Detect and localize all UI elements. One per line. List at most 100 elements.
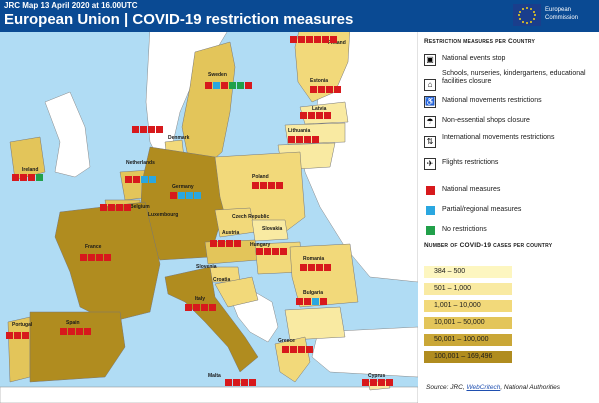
measures-finland [290,36,337,44]
logo-text-commission: Commission [545,15,579,21]
europe-map: Finland Sweden Estonia Latvia Lithuania … [0,32,418,403]
label-ireland: Ireland [22,167,39,173]
measures-estonia [310,86,342,94]
legend-row-shops: ☂ Non-essential shops closure [424,114,594,132]
legend-row-flights: ✈ Flights restrictions [424,156,594,174]
label-austria: Austria [222,230,240,236]
walking-person-icon: ♿ [424,96,436,108]
label-spain: Spain [66,320,80,326]
label-italy: Italy [195,296,206,302]
label-greece: Greece [278,338,295,344]
band-6: 100,001 – 169,496 [424,351,512,363]
measures-denmark [132,126,172,134]
eu-flag-icon [513,4,541,26]
measures-spain [60,328,92,336]
national-events-icon: ▣ [424,54,436,66]
map-legend: Restriction measures per Country ▣ Natio… [418,32,599,403]
slovakia-area [251,219,289,242]
label-germany: Germany [172,184,194,190]
label-bulgaria: Bulgaria [303,290,324,296]
label-france: France [85,244,102,250]
plane-icon: ✈ [424,158,436,170]
label-finland: Finland [328,40,346,46]
label-slovakia: Slovakia [262,226,283,232]
measures-netherlands [125,176,157,184]
label-portugal: Portugal [12,322,33,328]
label-denmark: Denmark [168,135,190,141]
band-4: 10,001 – 50,000 [424,317,512,329]
school-icon: ⌂ [424,79,436,91]
source-link[interactable]: WebCritech [466,384,501,391]
measures-lithuania [288,136,320,144]
romania-area [289,243,359,308]
national-swatch [426,186,435,195]
measures-ireland [12,174,44,182]
measures-france [80,254,112,262]
label-belgium: Belgium [130,204,150,210]
label-lithuania: Lithuania [288,128,311,134]
label-czechia: Czech Republic [232,214,270,220]
legend-scope-none: No restrictions [424,222,594,240]
measures-poland [252,182,284,190]
label-sweden: Sweden [208,72,227,78]
ireland-area [9,136,46,181]
balkans-land [229,291,279,343]
legend-scope-partial: Partial/regional measures [424,202,594,220]
measures-hungary [256,248,288,256]
measures-sweden [205,82,252,90]
norway-land [145,32,228,163]
label-netherlands: Netherlands [126,160,155,166]
measures-austria [210,240,242,248]
legend-scope-national: National measures [424,182,594,200]
label-malta: Malta [208,373,221,379]
legend-measures-title: Restriction measures per Country [424,38,536,45]
label-slovenia: Slovenia [196,264,217,270]
turkey-land [311,326,418,378]
measures-malta [225,379,257,387]
logo-text-european: European [545,7,572,13]
bulgaria-area [284,306,346,341]
measures-cyprus [362,379,402,387]
band-1: 384 – 500 [424,266,512,278]
legend-row-national-events: ▣ National events stop [424,52,594,70]
france-area [54,201,161,323]
partial-swatch [426,206,435,215]
measures-bulgaria [296,298,328,306]
spain-area [29,311,126,383]
uk-land [44,91,91,178]
measures-belgium [100,204,132,212]
band-2: 501 – 1,000 [424,283,512,295]
italy-area [164,266,259,373]
shop-icon: ☂ [424,116,436,128]
label-romania: Romania [303,256,325,262]
label-estonia: Estonia [310,78,329,84]
european-commission-logo: European Commission [513,2,593,30]
label-latvia: Latvia [312,106,327,112]
label-hungary: Hungary [250,242,271,248]
map-date: JRC Map 13 April 2020 at 16.00UTC [4,1,138,10]
map-title: European Union | COVID-19 restriction me… [4,11,354,28]
map-header: JRC Map 13 April 2020 at 16.00UTC Europe… [0,0,599,32]
label-luxembourg: Luxembourg [148,212,179,218]
band-3: 1,001 – 10,000 [424,300,512,312]
band-5: 50,001 – 100,000 [424,334,512,346]
measures-germany [170,192,202,200]
legend-cases-title: Number of COVID-19 cases per country [424,242,553,249]
legend-row-movements: ♿ National movements restrictions [424,96,542,108]
north-africa-land [0,386,418,403]
label-croatia: Croatia [213,277,231,283]
label-poland: Poland [252,174,269,180]
measures-latvia [300,112,340,120]
border-icon: ⇅ [424,136,436,148]
legend-row-international: ⇅ International movements restrictions [424,134,594,152]
legend-row-schools: ⌂ Schools, nurseries, kindergartens, edu… [424,70,594,100]
croatia-area [214,276,259,308]
finland-area [294,32,350,103]
measures-italy [185,304,217,312]
measures-greece [282,346,314,354]
measures-romania [300,264,332,272]
label-cyprus: Cyprus [368,373,386,379]
source-note: Source: JRC, WebCritech, National Author… [426,384,561,391]
none-swatch [426,226,435,235]
measures-portugal [6,332,30,340]
